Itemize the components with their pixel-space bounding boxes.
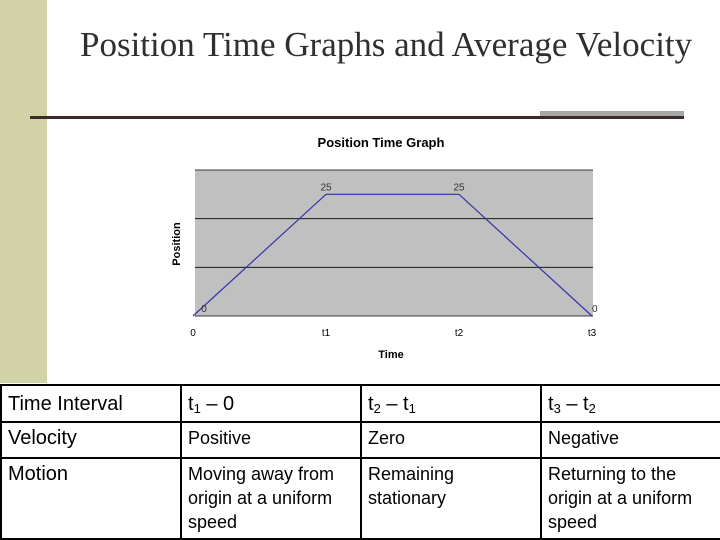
x-axis-label: Time: [378, 349, 403, 361]
data-label: 0: [201, 304, 207, 315]
table-row-time-interval: Time Interval t1 – 0 t2 – t1 t3 – t2: [0, 384, 720, 423]
plot-area: [195, 170, 593, 316]
x-tick-label: 0: [190, 328, 196, 339]
table-cell: Negative: [540, 421, 720, 459]
y-axis-label: Position: [171, 222, 183, 266]
position-time-chart: Position Time Graph 025 250 0 t1 t2 t3 Time …: [171, 135, 598, 361]
table-cell: t1 – 0: [180, 384, 362, 423]
summary-table: Time Interval t1 – 0 t2 – t1 t3 – t2 Vel…: [0, 384, 720, 540]
table-cell: Positive: [180, 421, 362, 459]
x-tick-labels: 0 t1 t2 t3: [190, 328, 596, 339]
table-row-velocity: Velocity Positive Zero Negative: [0, 421, 720, 459]
table-cell: Zero: [360, 421, 542, 459]
x-tick-label: t2: [455, 328, 464, 339]
slide-title: Position Time Graphs and Average Velocit…: [80, 25, 693, 64]
data-label: 0: [592, 304, 598, 315]
x-tick-label: t3: [588, 328, 597, 339]
title-underline: [30, 116, 684, 119]
row-label: Motion: [0, 457, 182, 540]
table-row-motion: Motion Moving away from origin at a unif…: [0, 457, 720, 540]
chart-title: Position Time Graph: [318, 135, 445, 150]
decorative-side-bar: [0, 0, 47, 383]
row-label: Velocity: [0, 421, 182, 459]
table-cell: Returning to the origin at a uniform spe…: [540, 457, 720, 540]
row-label: Time Interval: [0, 384, 182, 423]
data-label: 25: [453, 182, 465, 193]
title-area: Position Time Graphs and Average Velocit…: [80, 26, 700, 64]
table-cell: Moving away from origin at a uniform spe…: [180, 457, 362, 540]
series-line: [192, 193, 593, 317]
grid-lines: [195, 169, 593, 317]
table-cell: t3 – t2: [540, 384, 720, 423]
x-tick-label: t1: [322, 328, 331, 339]
table-cell: t2 – t1: [360, 384, 542, 423]
table-cell: Remaining stationary: [360, 457, 542, 540]
data-labels: 0 25 25 0: [201, 182, 598, 315]
title-accent-bar: [540, 111, 684, 118]
data-label: 25: [320, 182, 332, 193]
